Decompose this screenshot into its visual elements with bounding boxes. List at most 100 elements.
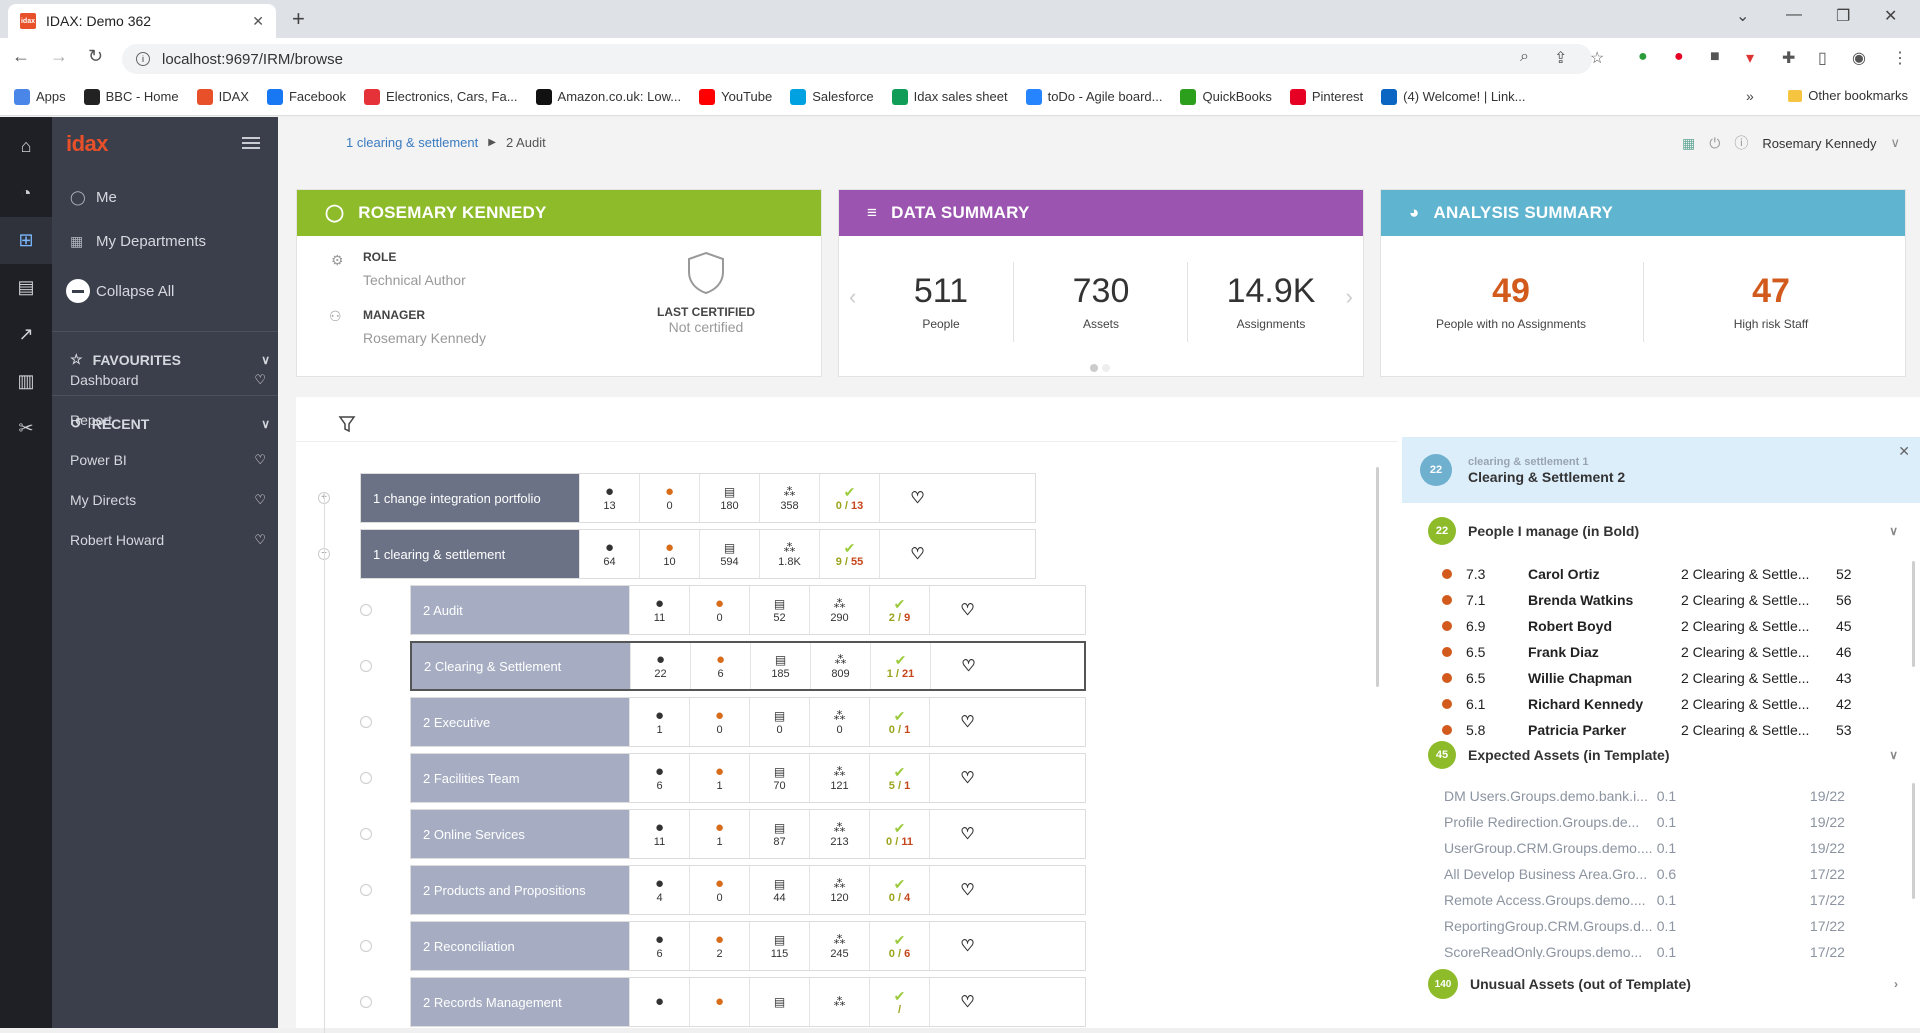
breadcrumb-parent-link[interactable]: 1 clearing & settlement bbox=[346, 135, 479, 150]
asset-row[interactable]: Remote Access.Groups.demo.... 0.1 17/22 bbox=[1444, 887, 1864, 913]
people-count-cell[interactable]: ● 1 bbox=[629, 698, 689, 746]
person-row[interactable]: 5.8 Patricia Parker 2 Clearing & Settle...… bbox=[1442, 717, 1882, 737]
groups-count-cell[interactable]: ⁂ 809 bbox=[810, 643, 870, 689]
filter-icon[interactable] bbox=[338, 415, 356, 438]
tree-row-level2[interactable]: 2 Records Management ● ● ▤ ⁂ ✔ / ♡ bbox=[410, 977, 1086, 1027]
heart-icon[interactable]: ♡ bbox=[254, 532, 266, 547]
restore-icon[interactable]: ❐ bbox=[1836, 8, 1851, 25]
groups-count-cell[interactable]: ⁂ 245 bbox=[809, 922, 869, 970]
bookmark-item[interactable]: Facebook bbox=[266, 88, 346, 105]
dashboard-gauge-icon[interactable]: ◔ bbox=[20, 183, 32, 203]
sidebar-item-me[interactable]: ◯ Me bbox=[70, 189, 117, 206]
people-count-cell[interactable]: ● 22 bbox=[630, 643, 690, 689]
risk-count-cell[interactable]: ● 0 bbox=[689, 586, 749, 634]
asset-row[interactable]: DM Users.Groups.demo.bank.i... 0.1 19/22 bbox=[1444, 783, 1864, 809]
bookmark-item[interactable]: Salesforce bbox=[790, 88, 874, 105]
risk-count-cell[interactable]: ● 10 bbox=[639, 530, 699, 578]
info-icon[interactable]: ⓘ bbox=[1734, 135, 1749, 151]
certification-cell[interactable]: ✔ 0 / 1 bbox=[869, 698, 929, 746]
minimize-icon[interactable]: — bbox=[1786, 6, 1802, 23]
home-icon[interactable]: ⌂ bbox=[20, 136, 32, 156]
certification-cell[interactable]: ✔ 0 / 11 bbox=[869, 810, 929, 858]
person-row[interactable]: 7.3 Carol Ortiz 2 Clearing & Settle... 52 bbox=[1442, 561, 1882, 587]
recent-item[interactable]: Power BI ♡ bbox=[70, 452, 266, 468]
recent-item[interactable]: My Directs ♡ bbox=[70, 492, 266, 508]
carousel-next-icon[interactable]: › bbox=[1345, 284, 1353, 309]
risk-count-cell[interactable]: ● 0 bbox=[689, 698, 749, 746]
other-bookmarks[interactable]: Other bookmarks bbox=[1788, 88, 1908, 103]
favourite-heart-icon[interactable]: ♡ bbox=[879, 530, 955, 578]
bookmark-item[interactable]: Electronics, Cars, Fa... bbox=[364, 88, 518, 105]
tree-scrollbar[interactable] bbox=[1376, 467, 1379, 687]
groups-count-cell[interactable]: ⁂ 0 bbox=[809, 698, 869, 746]
favourite-heart-icon[interactable]: ♡ bbox=[929, 698, 1005, 746]
favourite-heart-icon[interactable]: ♡ bbox=[929, 810, 1005, 858]
idax-logo[interactable]: idax bbox=[66, 131, 109, 156]
people-section-header[interactable]: 22 People I manage (in Bold) ∨ bbox=[1428, 517, 1898, 545]
people-count-cell[interactable]: ● 13 bbox=[579, 474, 639, 522]
pocket-extension-icon[interactable]: ▾ bbox=[1746, 50, 1755, 67]
carousel-prev-icon[interactable]: ‹ bbox=[849, 284, 857, 309]
favourite-heart-icon[interactable]: ♡ bbox=[929, 586, 1005, 634]
groups-count-cell[interactable]: ⁂ 1.8K bbox=[759, 530, 819, 578]
collapse-all-button[interactable]: Collapse All bbox=[66, 279, 174, 303]
sidebar-item-my-departments[interactable]: ▦ My Departments bbox=[70, 233, 206, 250]
export-excel-icon[interactable]: ▦ bbox=[1682, 134, 1696, 151]
bookmark-item[interactable]: YouTube bbox=[699, 88, 772, 105]
analytics-chart-icon[interactable]: ↗ bbox=[18, 324, 34, 344]
groups-count-cell[interactable]: ⁂ 213 bbox=[809, 810, 869, 858]
bookmark-item[interactable]: QuickBooks bbox=[1180, 88, 1272, 105]
favourites-section-header[interactable]: ☆ FAVOURITES ∨ bbox=[70, 351, 270, 368]
recent-section-header[interactable]: ↺ RECENT ∨ bbox=[70, 415, 270, 432]
asset-row[interactable]: All Develop Business Area.Gro... 0.6 17/22 bbox=[1444, 861, 1864, 887]
recent-item[interactable]: Dashboard ♡ bbox=[70, 372, 266, 388]
asset-row[interactable]: ScoreReadOnly.Groups.demo... 0.1 17/22 bbox=[1444, 939, 1864, 959]
certification-cell[interactable]: ✔ / bbox=[869, 978, 929, 1026]
docs-count-cell[interactable]: ▤ 115 bbox=[749, 922, 809, 970]
favourite-heart-icon[interactable]: ♡ bbox=[929, 978, 1005, 1026]
tree-row-level2[interactable]: 2 Clearing & Settlement ● 22 ● 6 ▤ 185 ⁂ 809 ✔ 1 /… bbox=[410, 641, 1086, 691]
certification-cell[interactable]: ✔ 0 / 13 bbox=[819, 474, 879, 522]
chrome-menu-icon[interactable]: ⋮ bbox=[1892, 50, 1908, 67]
tree-node-dot-icon[interactable] bbox=[360, 940, 372, 952]
forward-icon[interactable]: → bbox=[50, 46, 68, 66]
asset-row[interactable]: ReportingGroup.CRM.Groups.d... 0.1 17/22 bbox=[1444, 913, 1864, 939]
people-count-cell[interactable]: ● 11 bbox=[629, 586, 689, 634]
heart-icon[interactable]: ♡ bbox=[254, 492, 266, 507]
certification-cell[interactable]: ✔ 2 / 9 bbox=[869, 586, 929, 634]
evernote-extension-icon[interactable]: ● bbox=[1638, 48, 1648, 65]
tree-node-dot-icon[interactable] bbox=[360, 604, 372, 616]
power-icon[interactable]: ⏻ bbox=[1709, 134, 1721, 151]
pinterest-extension-icon[interactable]: ● bbox=[1674, 48, 1684, 65]
favourite-heart-icon[interactable]: ♡ bbox=[929, 866, 1005, 914]
tree-row-level2[interactable]: 2 Facilities Team ● 6 ● 1 ▤ 70 ⁂ 121 ✔ 5 / 1 ♡ bbox=[410, 753, 1086, 803]
people-count-cell[interactable]: ● 64 bbox=[579, 530, 639, 578]
tree-node-dot-icon[interactable] bbox=[360, 996, 372, 1008]
tree-node-dot-icon[interactable] bbox=[360, 660, 372, 672]
certification-cell[interactable]: ✔ 0 / 4 bbox=[869, 866, 929, 914]
people-count-cell[interactable]: ● bbox=[629, 978, 689, 1026]
docs-count-cell[interactable]: ▤ 594 bbox=[699, 530, 759, 578]
assets-scrollbar[interactable] bbox=[1912, 783, 1915, 899]
tree-row-level2[interactable]: 2 Audit ● 11 ● 0 ▤ 52 ⁂ 290 ✔ 2 / 9 ♡ bbox=[410, 585, 1086, 635]
person-row[interactable]: 7.1 Brenda Watkins 2 Clearing & Settle... 5… bbox=[1442, 587, 1882, 613]
docs-count-cell[interactable]: ▤ 70 bbox=[749, 754, 809, 802]
risk-count-cell[interactable]: ● 0 bbox=[689, 866, 749, 914]
risk-count-cell[interactable]: ● 6 bbox=[690, 643, 750, 689]
bookmark-star-icon[interactable]: ☆ bbox=[1590, 50, 1605, 67]
share-icon[interactable]: ⇪ bbox=[1554, 50, 1568, 67]
assets-section-header[interactable]: 45 Expected Assets (in Template) ∨ bbox=[1428, 741, 1898, 769]
stat-no-assignments[interactable]: 49 People with no Assignments bbox=[1411, 272, 1611, 331]
certification-cell[interactable]: ✔ 5 / 1 bbox=[869, 754, 929, 802]
chevron-down-icon[interactable]: ∨ bbox=[1890, 135, 1900, 150]
bookmark-item[interactable]: Amazon.co.uk: Low... bbox=[535, 88, 681, 105]
carousel-dot-active[interactable] bbox=[1090, 364, 1098, 372]
hamburger-menu-icon[interactable] bbox=[242, 137, 260, 149]
docs-count-cell[interactable]: ▤ bbox=[749, 978, 809, 1026]
browser-tab[interactable]: idax IDAX: Demo 362 ✕ bbox=[8, 4, 276, 38]
risk-count-cell[interactable]: ● 1 bbox=[689, 810, 749, 858]
reload-icon[interactable]: ↻ bbox=[88, 46, 104, 66]
favourite-heart-icon[interactable]: ♡ bbox=[879, 474, 955, 522]
groups-count-cell[interactable]: ⁂ bbox=[809, 978, 869, 1026]
docs-count-cell[interactable]: ▤ 44 bbox=[749, 866, 809, 914]
